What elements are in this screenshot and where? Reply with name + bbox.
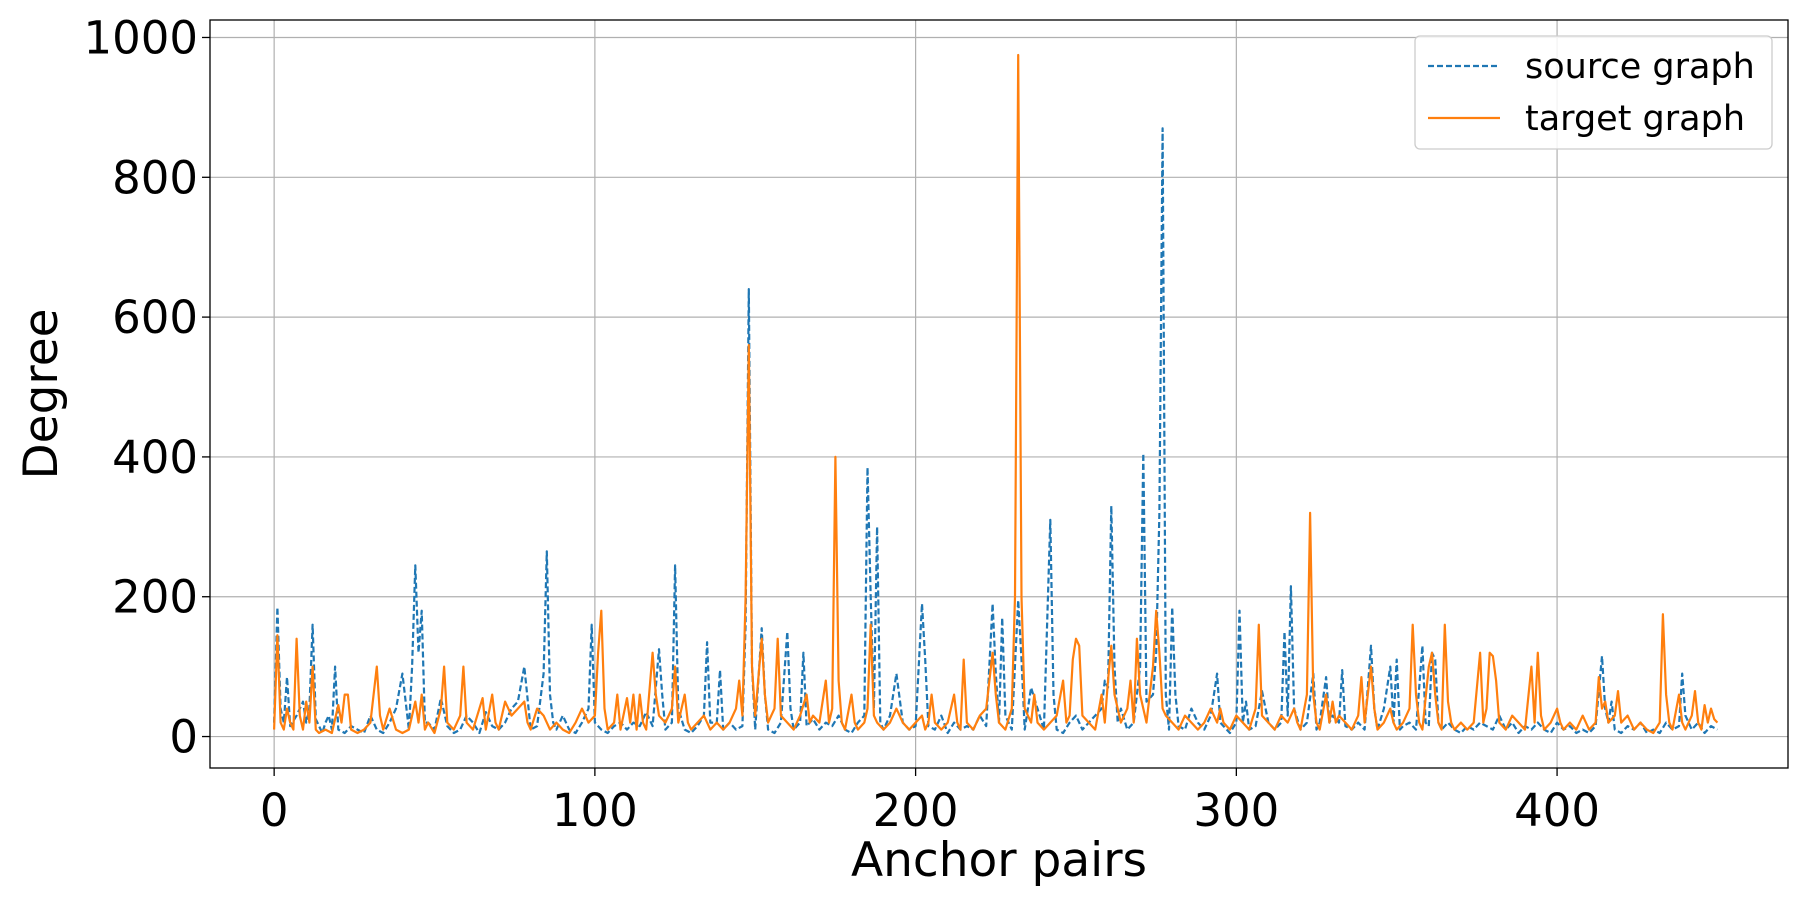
y-tick-label: 1000: [83, 11, 198, 64]
legend: source graph target graph: [1414, 35, 1773, 150]
x-axis-label: Anchor pairs: [851, 833, 1147, 888]
x-tick-label: 200: [873, 784, 959, 837]
x-tick-label: 100: [552, 784, 638, 837]
plot-area-frame: [209, 19, 1789, 769]
legend-box: [1414, 35, 1773, 150]
y-tick-label: 0: [169, 711, 198, 764]
series-layer: [273, 53, 1719, 735]
legend-label-source-graph: source graph: [1525, 47, 1755, 87]
legend-label-target-graph: target graph: [1525, 99, 1745, 139]
y-tick-label: 800: [112, 151, 198, 204]
y-tick-label: 200: [112, 571, 198, 624]
x-tick-label: 400: [1514, 784, 1600, 837]
series-line-target-graph: [273, 53, 1719, 735]
x-tick-label: 300: [1193, 784, 1279, 837]
y-axis-label: Degree: [14, 308, 69, 479]
x-tick-label: 0: [260, 784, 289, 837]
y-axis-ticks: 0 200 400 600 800 1000: [83, 11, 210, 764]
x-axis-ticks: 0 100 200 300 400: [260, 768, 1600, 837]
y-tick-label: 400: [112, 431, 198, 484]
y-tick-label: 600: [112, 291, 198, 344]
